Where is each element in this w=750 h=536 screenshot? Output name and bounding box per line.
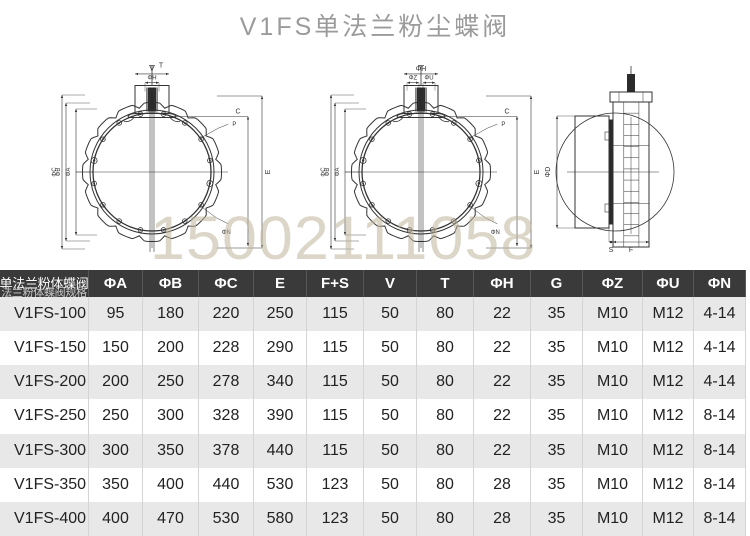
svg-text:ΦD: ΦD	[545, 167, 552, 178]
svg-text:V: V	[150, 66, 155, 73]
svg-text:P: P	[501, 122, 505, 128]
svg-text:ΦC: ΦC	[52, 167, 58, 177]
svg-text:E: E	[265, 169, 272, 174]
svg-text:ΦH: ΦH	[416, 66, 427, 73]
svg-text:P: P	[232, 122, 236, 128]
svg-text:S: S	[609, 247, 614, 254]
svg-text:C: C	[504, 109, 509, 116]
svg-text:E: E	[534, 169, 541, 174]
svg-text:F: F	[629, 247, 633, 254]
svg-text:ΦA: ΦA	[66, 168, 72, 177]
svg-text:ΦH: ΦH	[147, 76, 156, 82]
svg-text:C: C	[235, 109, 240, 116]
svg-text:T: T	[159, 63, 164, 70]
svg-text:ΦC: ΦC	[321, 167, 327, 177]
svg-text:ΦU: ΦU	[424, 76, 433, 82]
svg-text:ΦA: ΦA	[335, 168, 341, 177]
svg-text:ΦZ: ΦZ	[409, 76, 418, 82]
